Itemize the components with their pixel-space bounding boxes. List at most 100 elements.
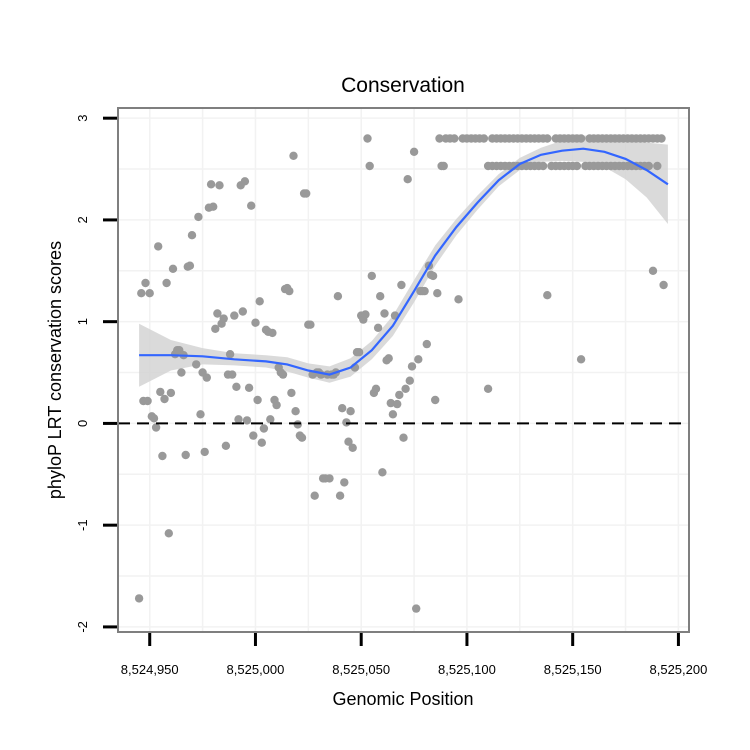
data-point xyxy=(232,382,241,391)
data-point xyxy=(266,415,275,424)
data-point xyxy=(168,264,178,273)
panel-border xyxy=(117,107,690,633)
data-point xyxy=(206,180,216,189)
data-point xyxy=(247,201,256,210)
data-point xyxy=(543,291,552,300)
data-point xyxy=(407,362,417,371)
data-point xyxy=(285,286,294,296)
data-point xyxy=(166,388,176,398)
data-point xyxy=(435,134,444,143)
data-point xyxy=(333,292,343,301)
data-point xyxy=(373,323,383,332)
panel-background xyxy=(118,108,689,632)
data-point xyxy=(576,134,586,143)
data-point xyxy=(268,328,277,338)
x-tick-label: 8,525,000 xyxy=(227,662,285,677)
data-point xyxy=(388,410,398,419)
y-tick-label: 2 xyxy=(75,216,90,223)
data-point xyxy=(306,320,315,329)
data-point xyxy=(657,134,666,143)
data-point xyxy=(409,147,419,156)
data-point xyxy=(192,360,201,369)
data-point xyxy=(428,271,438,281)
data-point xyxy=(450,134,459,143)
y-tick-label: -1 xyxy=(75,519,90,531)
data-point xyxy=(572,161,582,171)
y-tick-label: 3 xyxy=(75,115,90,122)
data-point xyxy=(348,443,357,452)
scatter-points xyxy=(134,134,668,613)
data-point xyxy=(365,161,374,171)
data-point xyxy=(211,324,220,333)
data-point xyxy=(145,289,154,298)
x-tick-label: 8,525,150 xyxy=(544,662,602,677)
data-point xyxy=(234,415,243,424)
data-point xyxy=(156,387,165,397)
data-point xyxy=(310,491,319,500)
data-point xyxy=(230,311,239,320)
data-point xyxy=(648,266,658,275)
data-point xyxy=(454,295,463,304)
data-point xyxy=(433,289,442,298)
data-point xyxy=(335,491,345,500)
data-point xyxy=(251,318,260,327)
data-point xyxy=(278,370,288,379)
data-point xyxy=(177,368,186,377)
data-point xyxy=(479,134,489,143)
data-point xyxy=(164,529,173,538)
data-point xyxy=(242,416,252,425)
data-point xyxy=(399,433,408,442)
data-point xyxy=(483,384,493,393)
data-point xyxy=(543,134,552,143)
data-point xyxy=(538,161,548,171)
data-point xyxy=(342,418,351,427)
data-point xyxy=(134,594,144,603)
data-point xyxy=(653,161,662,171)
data-point xyxy=(397,280,406,290)
data-point xyxy=(395,390,404,400)
y-tick-label: 1 xyxy=(75,318,90,325)
confidence-band xyxy=(139,135,668,387)
data-point xyxy=(302,189,311,198)
data-point xyxy=(255,297,264,306)
data-point xyxy=(401,384,410,393)
y-axis-title: phyloP LRT conservation scores xyxy=(45,241,65,499)
data-point xyxy=(354,348,364,357)
data-point xyxy=(420,286,429,296)
data-point xyxy=(405,376,414,385)
data-point xyxy=(244,383,254,392)
data-point xyxy=(367,271,376,281)
smooth-line-group xyxy=(139,147,669,376)
plot-panel xyxy=(117,107,690,633)
data-point xyxy=(431,395,440,405)
data-point xyxy=(149,414,159,423)
confidence-band-area xyxy=(139,135,668,387)
data-point xyxy=(185,261,195,270)
data-point xyxy=(422,339,431,349)
data-point xyxy=(371,384,381,393)
smooth-line xyxy=(139,147,669,376)
data-point xyxy=(297,433,307,442)
data-point xyxy=(213,309,222,318)
data-point xyxy=(162,278,171,288)
data-point xyxy=(219,314,228,323)
data-point xyxy=(393,399,402,409)
data-point xyxy=(344,437,353,446)
data-point xyxy=(187,231,197,240)
data-point xyxy=(228,370,237,379)
data-point xyxy=(376,292,385,301)
data-point xyxy=(215,181,224,190)
data-point xyxy=(141,278,150,288)
data-point xyxy=(403,175,412,184)
data-point xyxy=(412,604,421,613)
data-point xyxy=(253,395,262,405)
data-point xyxy=(325,474,334,483)
data-point xyxy=(259,424,269,433)
data-point xyxy=(272,400,281,410)
data-point xyxy=(240,177,250,186)
y-axis: -2 -1 0 1 2 3 xyxy=(75,115,117,633)
data-point xyxy=(143,396,152,406)
x-axis-title: Genomic Position xyxy=(332,689,473,709)
data-point xyxy=(346,407,355,416)
